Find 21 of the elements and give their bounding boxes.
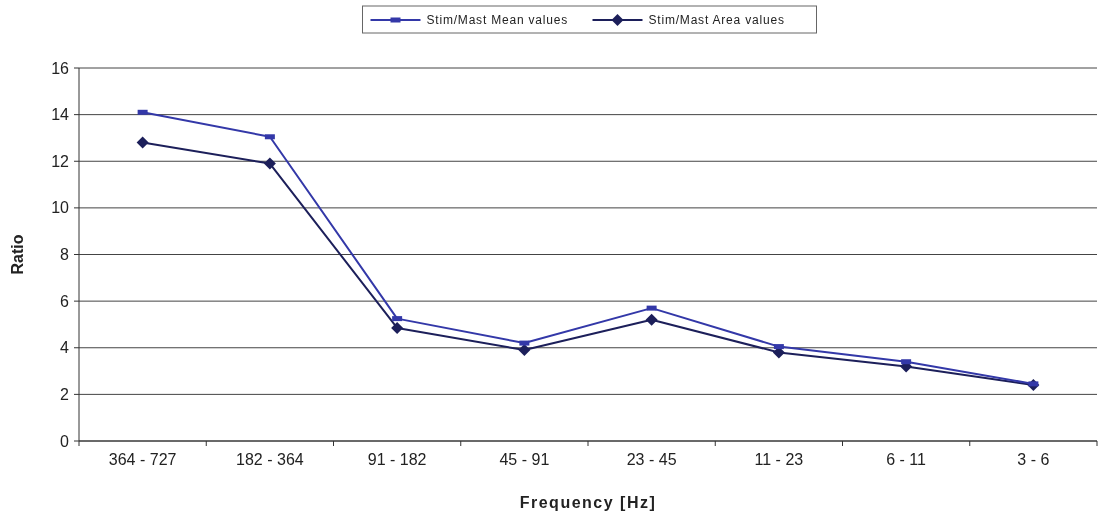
y-tick-label: 14 bbox=[51, 106, 70, 124]
y-tick-label: 6 bbox=[60, 292, 70, 310]
x-tick-label: 45 - 91 bbox=[499, 451, 550, 468]
x-tick-label: 182 - 364 bbox=[236, 451, 304, 468]
x-tick-label: 11 - 23 bbox=[754, 451, 804, 468]
y-tick-label: 12 bbox=[51, 152, 70, 170]
legend-label: Stim/Mast Area values bbox=[648, 13, 785, 28]
y-axis-title: Ratio bbox=[9, 234, 26, 275]
x-tick-label: 23 - 45 bbox=[626, 451, 677, 468]
y-tick-label: 0 bbox=[60, 432, 70, 450]
x-tick-label: 6 - 11 bbox=[886, 451, 927, 468]
y-tick-label: 16 bbox=[51, 59, 70, 77]
x-tick-label: 364 - 727 bbox=[108, 451, 177, 468]
x-axis-title: Frequency [Hz] bbox=[519, 494, 657, 511]
y-tick-label: 10 bbox=[51, 199, 70, 217]
y-tick-label: 2 bbox=[60, 385, 70, 403]
x-tick-label: 91 - 182 bbox=[367, 451, 427, 468]
legend-label: Stim/Mast Mean values bbox=[426, 13, 569, 28]
x-tick-label: 3 - 6 bbox=[1017, 451, 1050, 468]
y-tick-label: 8 bbox=[60, 246, 70, 264]
y-tick-label: 4 bbox=[60, 339, 70, 357]
